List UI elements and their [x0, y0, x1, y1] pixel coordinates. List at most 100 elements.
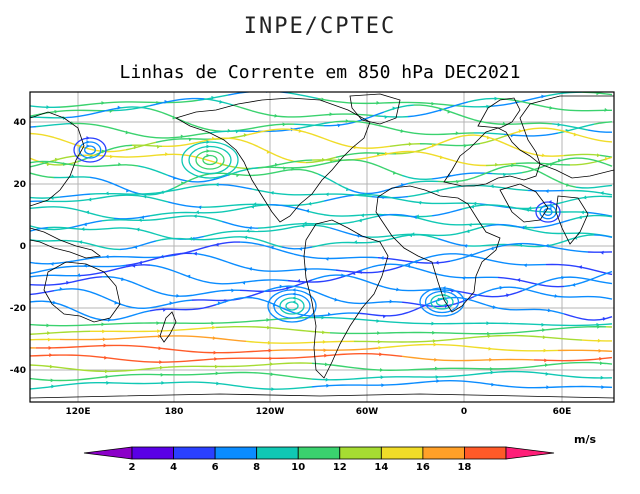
stream-arrow [400, 129, 405, 133]
streamline-segment [263, 124, 271, 127]
streamline-segment [323, 121, 331, 125]
streamline-segment [557, 92, 565, 95]
streamline-segment [263, 226, 271, 229]
stream-arrow [435, 188, 439, 193]
streamline-segment [161, 139, 169, 142]
streamline-segment [401, 174, 409, 178]
streamline-segment [167, 254, 175, 257]
streamline-segment [521, 99, 529, 102]
stream-arrow [325, 377, 330, 382]
stream-arrow [506, 293, 510, 298]
stream-arrow [213, 350, 218, 355]
streamline-segment [167, 174, 175, 179]
streamline-segment [605, 282, 613, 285]
streamline-segment [395, 265, 403, 269]
coastline-antarctica [30, 393, 614, 399]
streamline-segment [41, 161, 49, 165]
stream-arrow [433, 342, 438, 347]
streamline-segment [365, 313, 373, 316]
stream-arrow [355, 233, 360, 238]
streamline-segment [461, 115, 469, 119]
coastline-south-america [303, 219, 389, 379]
streamline-segment [449, 136, 457, 141]
streamline-segment [461, 134, 469, 137]
streamline-segment [371, 194, 379, 197]
streamline-segment [227, 204, 235, 207]
streamline-segment [497, 244, 505, 248]
stream-arrow [63, 162, 67, 167]
streamline-segment [593, 186, 601, 189]
streamline-segment [275, 192, 283, 195]
stream-arrow [159, 365, 164, 370]
streamline-segment [131, 306, 139, 309]
stream-arrow [101, 101, 105, 105]
streamline-segment [143, 310, 151, 313]
streamline-segment [545, 328, 553, 331]
streamline-segment [89, 276, 97, 279]
streamline-segment [599, 154, 607, 157]
streamline-segment [263, 244, 271, 248]
streamline-segment [143, 104, 151, 108]
streamline-segment [173, 144, 181, 147]
streamline-segment [209, 304, 217, 308]
streamline-segment [107, 216, 115, 220]
streamline-segment [77, 311, 85, 316]
streamline-segment [545, 232, 553, 234]
streamline-segment [233, 339, 241, 342]
streamline-segment [137, 243, 145, 247]
stream-arrow [269, 356, 273, 361]
streamline-segment [173, 202, 181, 206]
lon-tick-label: 180 [165, 407, 184, 417]
streamline-segment [53, 283, 61, 286]
streamline-segment [461, 337, 469, 340]
streamline-segment [503, 308, 511, 311]
colorbar-label: 6 [212, 462, 219, 473]
streamline-segment [335, 142, 343, 146]
streamline-segment [257, 125, 265, 128]
stream-arrow [323, 348, 328, 353]
stream-arrow [546, 385, 550, 390]
streamline-segment [155, 291, 163, 295]
longitude-labels: 120E 180 120W 60W 0 60E [66, 407, 572, 417]
stream-arrow [298, 129, 303, 133]
stream-arrow [600, 250, 604, 255]
streamline-segment [311, 385, 319, 388]
streamline-segment [545, 285, 553, 288]
stream-arrow [541, 322, 545, 327]
stream-arrow [544, 358, 548, 363]
streamline-segment [431, 105, 439, 109]
streamline-segment [389, 144, 397, 148]
stream-arrow [46, 162, 51, 167]
stream-arrow [46, 323, 50, 328]
stream-arrow [401, 182, 405, 187]
streamline-segment [323, 274, 331, 278]
streamline-segment [203, 98, 211, 101]
streamline-segment [461, 374, 469, 377]
streamline-segment [77, 164, 85, 167]
streamline-segment [143, 241, 151, 246]
stream-arrow [392, 106, 397, 111]
streamline-segment [515, 207, 523, 210]
stream-arrow [541, 94, 545, 99]
streamline-segment [377, 284, 385, 288]
streamline-segment [119, 186, 127, 191]
stream-arrow [70, 174, 75, 178]
streamline-segment [77, 368, 85, 371]
streamline-segment [305, 131, 313, 135]
streamline-segment [539, 364, 547, 367]
streamline-segment [287, 279, 295, 282]
streamline-segment [233, 104, 241, 108]
stream-arrow [334, 297, 339, 302]
streamline-segment [443, 187, 451, 190]
streamline-segment [257, 130, 265, 134]
streamline-segment [71, 382, 79, 385]
coastline-australia [43, 261, 121, 323]
streamline-segment [563, 199, 571, 203]
streamline-segment [275, 327, 283, 330]
streamline-segment [311, 114, 319, 117]
streamline-segment [35, 163, 43, 167]
streamline-segment [521, 128, 529, 132]
streamline-segment [287, 226, 295, 229]
stream-arrow [377, 331, 381, 335]
streamline-segment [599, 280, 607, 284]
